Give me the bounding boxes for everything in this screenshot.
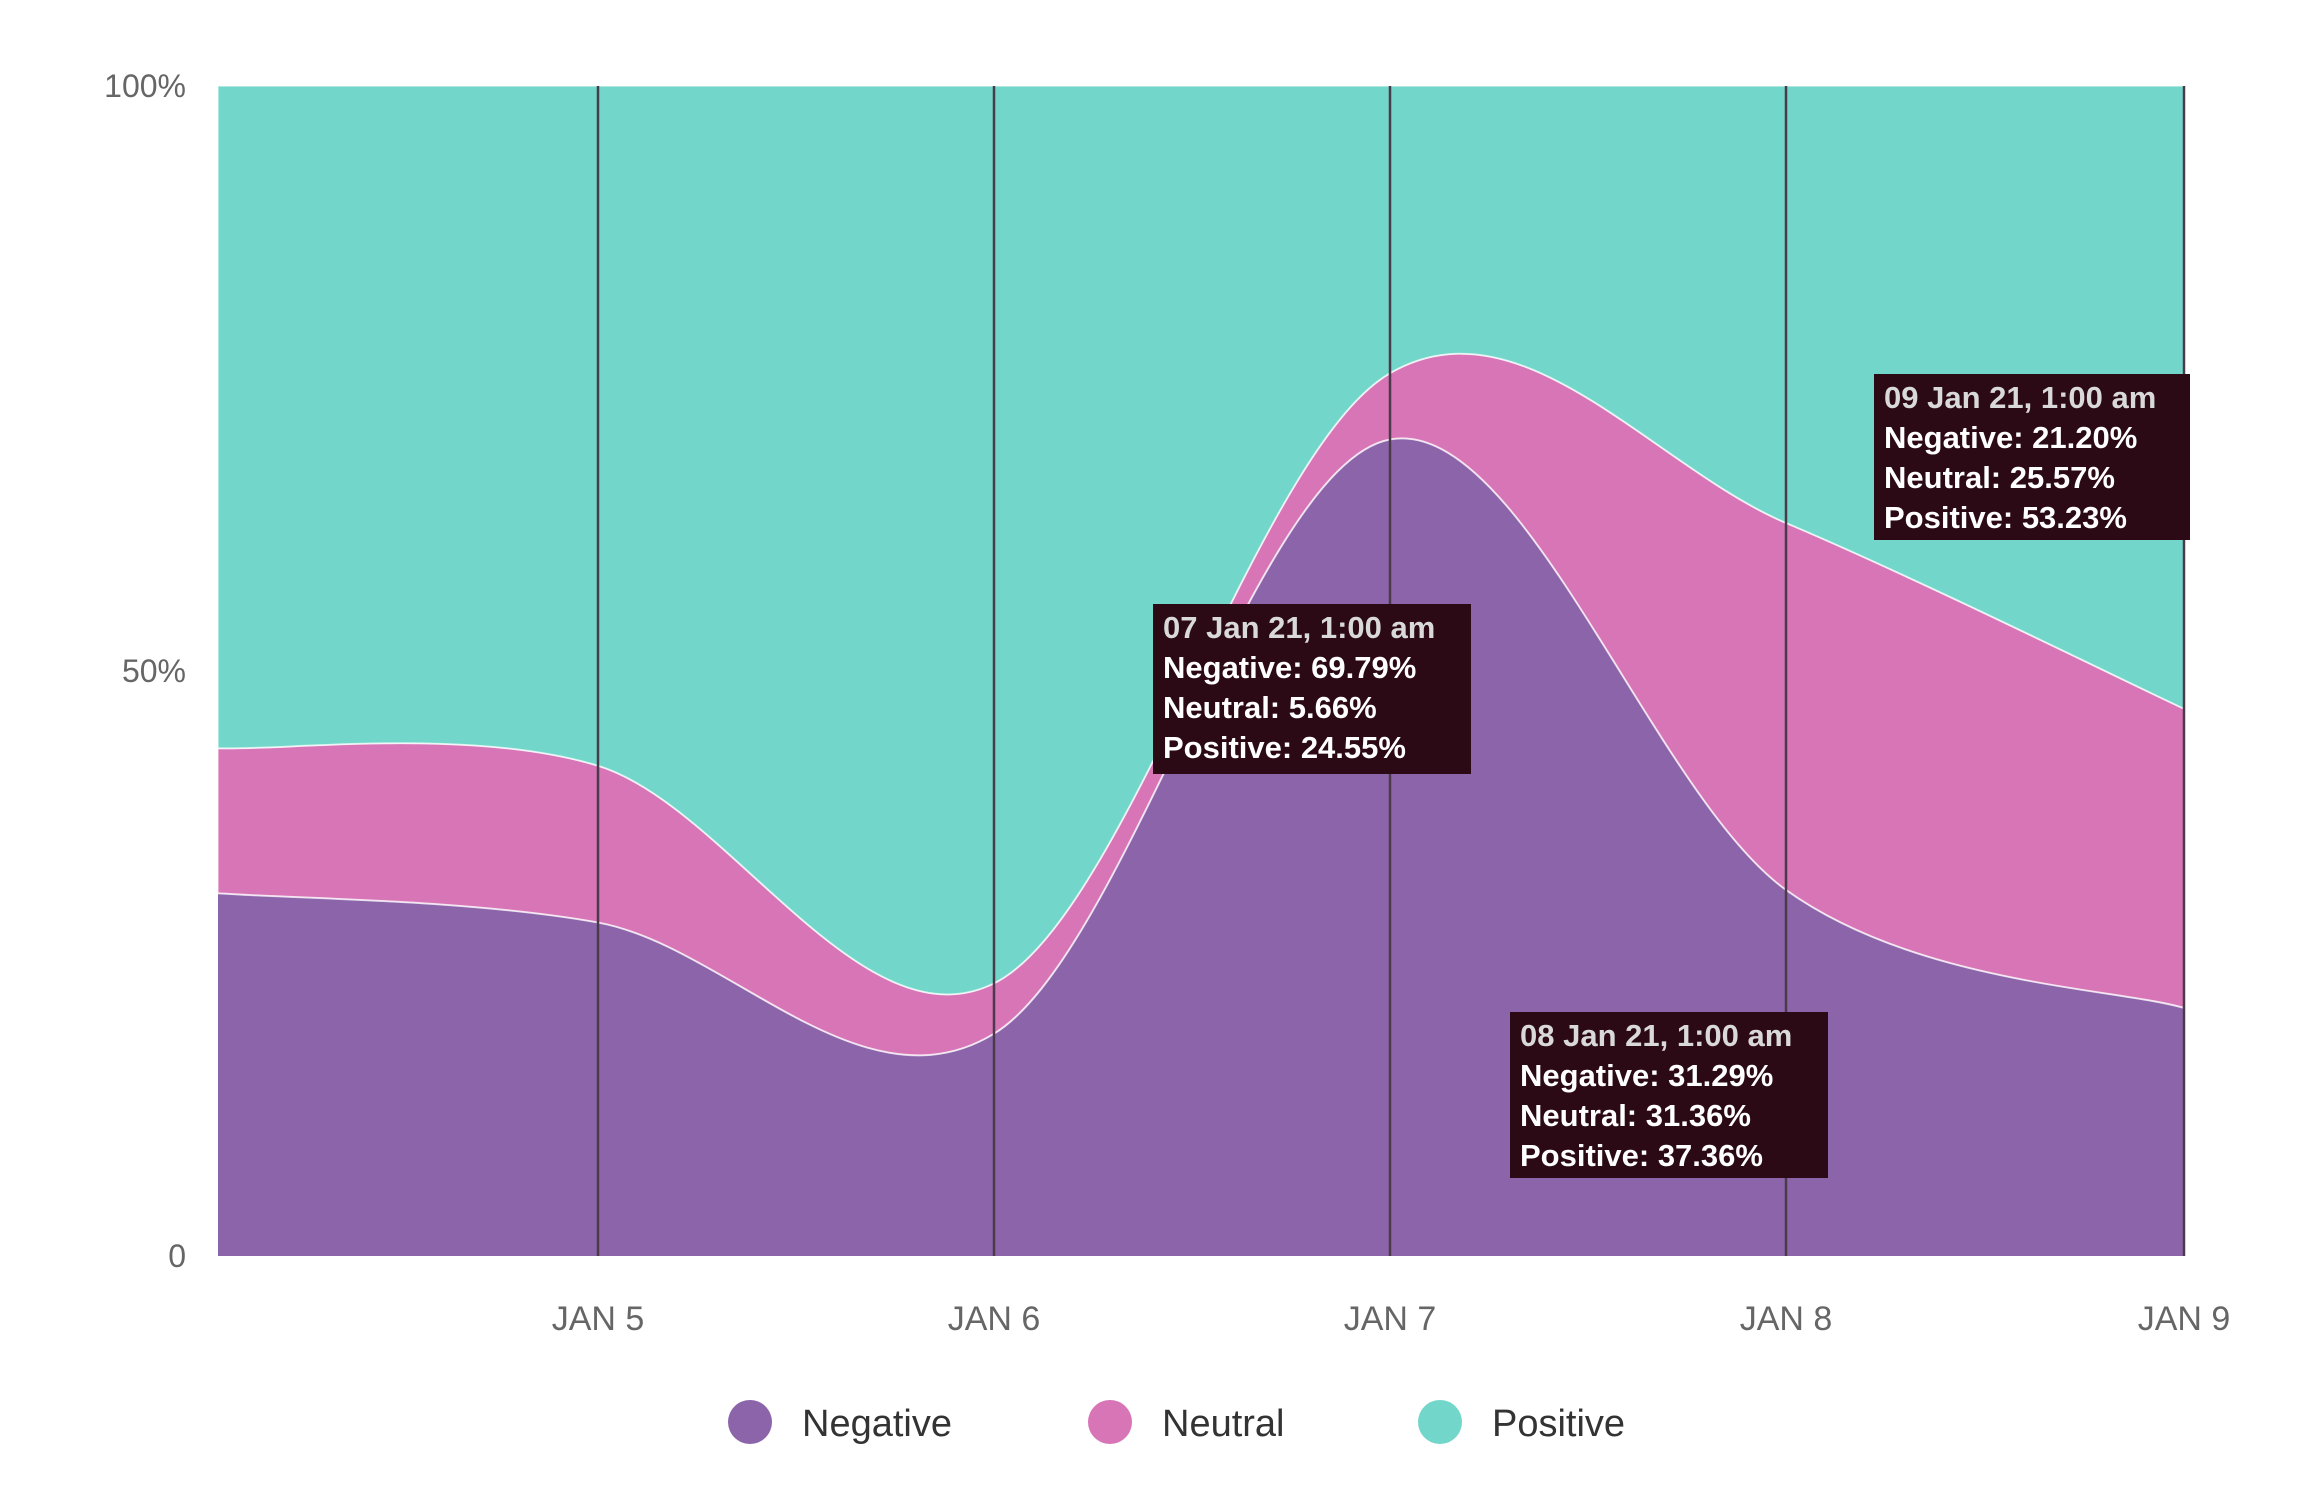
x-tick-label: JAN 8: [1740, 1300, 1833, 1338]
tooltip-line: Negative: 69.79%: [1163, 650, 1416, 685]
tooltip-line: Positive: 37.36%: [1520, 1138, 1763, 1173]
legend-label: Negative: [802, 1403, 952, 1445]
legend[interactable]: Negative Neutral Positive: [728, 1400, 1625, 1445]
tooltip-line: Positive: 24.55%: [1163, 730, 1406, 765]
legend-item-negative[interactable]: Negative: [728, 1400, 952, 1445]
x-axis: JAN 5 JAN 6 JAN 7 JAN 8 JAN 9: [552, 1300, 2231, 1338]
y-tick-label: 50%: [122, 653, 186, 689]
tooltip-background: [1874, 374, 2190, 540]
tooltip-line: Neutral: 5.66%: [1163, 690, 1377, 725]
legend-label: Positive: [1492, 1403, 1625, 1445]
legend-item-positive[interactable]: Positive: [1418, 1400, 1625, 1445]
y-tick-label: 0: [168, 1238, 186, 1274]
tooltip: 08 Jan 21, 1:00 am Negative: 31.29% Neutra…: [1510, 1012, 1828, 1178]
tooltip-background: [1153, 604, 1471, 774]
legend-label: Neutral: [1162, 1403, 1285, 1445]
tooltip-line: Negative: 31.29%: [1520, 1058, 1773, 1093]
x-tick-label: JAN 5: [552, 1300, 645, 1338]
tooltip-title: 07 Jan 21, 1:00 am: [1163, 610, 1435, 645]
tooltip-title: 08 Jan 21, 1:00 am: [1520, 1018, 1792, 1053]
x-tick-label: JAN 9: [2138, 1300, 2231, 1338]
tooltip: 09 Jan 21, 1:00 am Negative: 21.20% Neutra…: [1874, 374, 2190, 540]
legend-swatch-neutral: [1088, 1400, 1132, 1444]
tooltip-title: 09 Jan 21, 1:00 am: [1884, 380, 2156, 415]
tooltip: 07 Jan 21, 1:00 am Negative: 69.79% Neutra…: [1153, 604, 1471, 774]
legend-swatch-positive: [1418, 1400, 1462, 1444]
x-tick-label: JAN 7: [1344, 1300, 1437, 1338]
x-tick-label: JAN 6: [948, 1300, 1041, 1338]
y-tick-label: 100%: [104, 68, 186, 104]
legend-item-neutral[interactable]: Neutral: [1088, 1400, 1285, 1445]
tooltips-layer: 07 Jan 21, 1:00 am Negative: 69.79% Neutra…: [1153, 374, 2190, 1178]
tooltip-line: Neutral: 31.36%: [1520, 1098, 1751, 1133]
tooltip-line: Neutral: 25.57%: [1884, 460, 2115, 495]
tooltip-line: Negative: 21.20%: [1884, 420, 2137, 455]
y-axis: 0 50% 100%: [104, 68, 186, 1274]
tooltip-line: Positive: 53.23%: [1884, 500, 2127, 535]
tooltip-background: [1510, 1012, 1828, 1178]
legend-swatch-negative: [728, 1400, 772, 1444]
